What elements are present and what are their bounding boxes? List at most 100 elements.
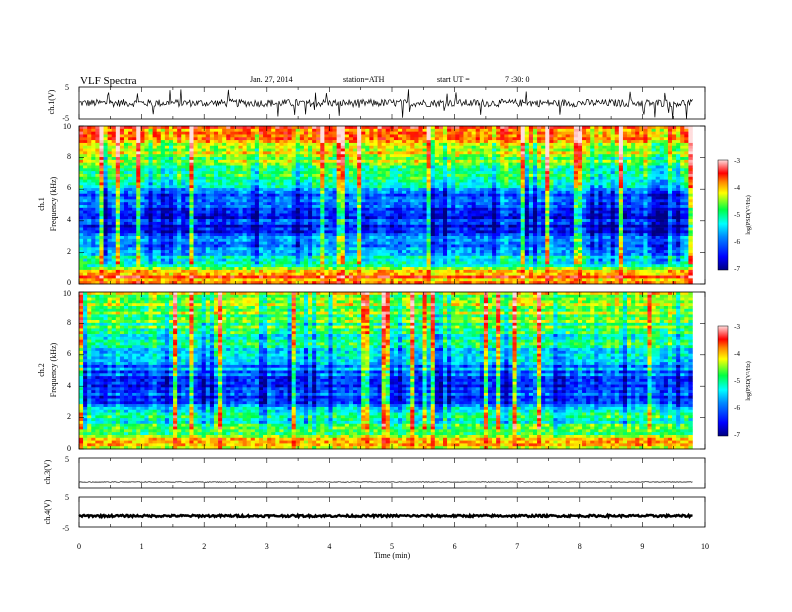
heatmap-cell	[112, 247, 116, 250]
heatmap-cell	[369, 256, 373, 259]
heatmap-cell	[173, 177, 177, 180]
heatmap-cell	[128, 264, 132, 267]
heatmap-cell	[218, 205, 222, 208]
heatmap-cell	[239, 256, 243, 259]
heatmap-cell	[271, 273, 275, 276]
heatmap-cell	[202, 134, 206, 137]
heatmap-cell	[378, 188, 382, 191]
heatmap-cell	[320, 174, 324, 177]
heatmap-cell	[173, 171, 177, 174]
heatmap-cell	[112, 256, 116, 259]
heatmap-cell	[406, 191, 410, 194]
heatmap-cell	[218, 259, 222, 262]
heatmap-cell	[267, 182, 271, 185]
heatmap-cell	[132, 278, 136, 281]
heatmap-cell	[210, 191, 214, 194]
heatmap-cell	[365, 230, 369, 233]
heatmap-cell	[128, 137, 132, 140]
heatmap-cell	[418, 225, 422, 228]
heatmap-cell	[386, 174, 390, 177]
heatmap-cell	[357, 213, 361, 216]
heatmap-cell	[414, 149, 418, 152]
heatmap-cell	[320, 151, 324, 154]
heatmap-cell	[361, 202, 365, 205]
heatmap-cell	[161, 273, 165, 276]
heatmap-cell	[435, 171, 439, 174]
heatmap-cell	[382, 236, 386, 239]
heatmap-cell	[308, 129, 312, 132]
heatmap-cell	[386, 236, 390, 239]
heatmap-cell	[108, 137, 112, 140]
heatmap-cell	[394, 228, 398, 231]
heatmap-cell	[173, 154, 177, 157]
heatmap-cell	[104, 245, 108, 248]
heatmap-cell	[202, 191, 206, 194]
heatmap-cell	[410, 278, 414, 281]
heatmap-cell	[341, 230, 345, 233]
heatmap-cell	[247, 202, 251, 205]
heatmap-cell	[108, 264, 112, 267]
heatmap-cell	[373, 168, 377, 171]
heatmap-cell	[353, 154, 357, 157]
heatmap-cell	[99, 259, 103, 262]
heatmap-cell	[324, 185, 328, 188]
heatmap-cell	[382, 160, 386, 163]
heatmap-cell	[369, 140, 373, 143]
heatmap-cell	[226, 163, 230, 166]
heatmap-cell	[157, 236, 161, 239]
heatmap-cell	[275, 177, 279, 180]
heatmap-cell	[116, 276, 120, 279]
heatmap-cell	[108, 239, 112, 242]
heatmap-cell	[218, 264, 222, 267]
heatmap-cell	[361, 270, 365, 273]
heatmap-cell	[226, 270, 230, 273]
heatmap-cell	[353, 194, 357, 197]
heatmap-cell	[202, 182, 206, 185]
heatmap-cell	[398, 225, 402, 228]
heatmap-cell	[324, 228, 328, 231]
heatmap-cell	[418, 267, 422, 270]
heatmap-cell	[104, 185, 108, 188]
heatmap-cell	[181, 242, 185, 245]
heatmap-cell	[316, 151, 320, 154]
heatmap-cell	[79, 233, 83, 236]
heatmap-cell	[320, 205, 324, 208]
heatmap-cell	[378, 239, 382, 242]
heatmap-cell	[300, 185, 304, 188]
heatmap-cell	[320, 211, 324, 214]
heatmap-cell	[427, 180, 431, 183]
heatmap-cell	[394, 171, 398, 174]
heatmap-cell	[296, 242, 300, 245]
heatmap-cell	[140, 253, 144, 256]
heatmap-cell	[333, 242, 337, 245]
heatmap-cell	[247, 247, 251, 250]
heatmap-cell	[267, 219, 271, 222]
heatmap-cell	[108, 166, 112, 169]
heatmap-cell	[279, 191, 283, 194]
heatmap-cell	[288, 166, 292, 169]
heatmap-cell	[189, 278, 193, 281]
heatmap-cell	[230, 259, 234, 262]
heatmap-cell	[136, 264, 140, 267]
heatmap-cell	[357, 230, 361, 233]
heatmap-cell	[263, 157, 267, 160]
heatmap-cell	[320, 256, 324, 259]
heatmap-cell	[210, 143, 214, 146]
heatmap-cell	[394, 180, 398, 183]
heatmap-cell	[234, 261, 238, 264]
heatmap-cell	[337, 261, 341, 264]
heatmap-cell	[95, 132, 99, 135]
heatmap-cell	[112, 174, 116, 177]
heatmap-cell	[333, 182, 337, 185]
heatmap-cell	[373, 163, 377, 166]
heatmap-cell	[169, 247, 173, 250]
heatmap-cell	[382, 222, 386, 225]
heatmap-cell	[116, 149, 120, 152]
heatmap-cell	[300, 129, 304, 132]
heatmap-cell	[161, 194, 165, 197]
heatmap-cell	[234, 233, 238, 236]
heatmap-cell	[79, 163, 83, 166]
heatmap-cell	[108, 182, 112, 185]
heatmap-cell	[320, 216, 324, 219]
heatmap-cell	[132, 230, 136, 233]
